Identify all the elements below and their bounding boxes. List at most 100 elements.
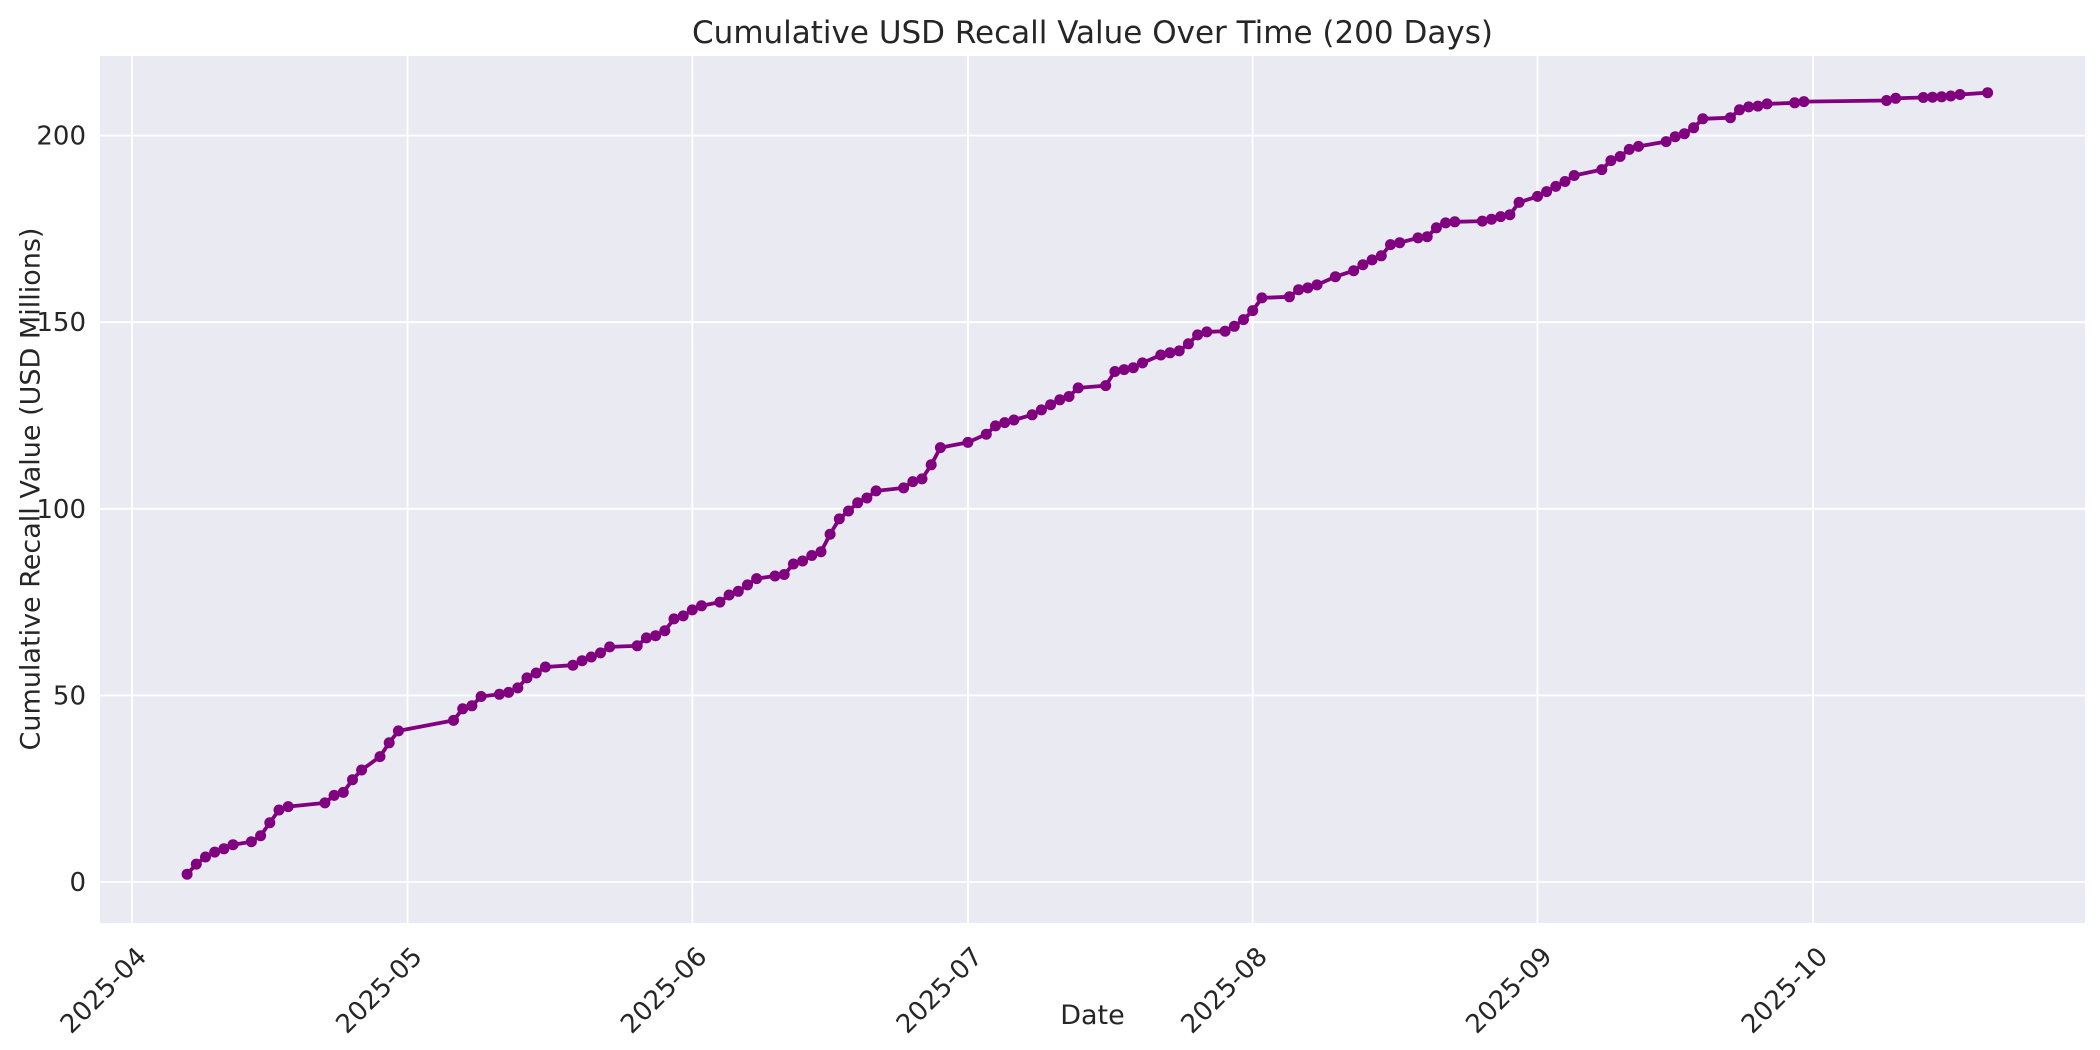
data-point xyxy=(1476,215,1488,227)
data-point xyxy=(1192,329,1204,341)
data-point xyxy=(1137,357,1148,369)
data-point xyxy=(1798,96,1810,108)
data-point xyxy=(383,737,395,749)
data-point xyxy=(475,691,487,702)
data-point xyxy=(907,476,919,488)
data-point xyxy=(1219,325,1231,337)
data-point xyxy=(1495,211,1507,223)
y-tick-label: 50 xyxy=(53,681,86,711)
data-point xyxy=(1752,100,1764,112)
data-point xyxy=(1605,155,1617,167)
data-point xyxy=(530,667,542,679)
data-point xyxy=(1127,362,1139,374)
data-point xyxy=(861,492,873,504)
data-point xyxy=(1743,101,1755,113)
data-point xyxy=(1881,95,1892,106)
data-point xyxy=(1201,326,1213,338)
data-point xyxy=(209,846,221,858)
data-point xyxy=(833,513,845,525)
data-point xyxy=(1761,98,1773,110)
data-point xyxy=(640,632,652,644)
data-point xyxy=(1072,382,1084,394)
chart-title: Cumulative USD Recall Value Over Time (2… xyxy=(692,15,1493,51)
data-point xyxy=(1550,180,1562,192)
data-point xyxy=(200,851,211,863)
data-point xyxy=(503,686,515,698)
data-point xyxy=(1045,399,1057,411)
data-point xyxy=(1568,170,1580,181)
data-point xyxy=(1688,122,1700,134)
data-point xyxy=(1449,216,1461,228)
data-point xyxy=(1724,112,1736,124)
data-point xyxy=(466,700,478,712)
data-point xyxy=(696,600,707,612)
data-point xyxy=(1697,113,1709,125)
data-point xyxy=(1633,140,1644,152)
data-point xyxy=(806,550,818,561)
data-point xyxy=(1357,259,1369,271)
data-point xyxy=(1430,222,1442,234)
data-point xyxy=(1283,291,1295,303)
data-point xyxy=(1486,213,1497,225)
data-point xyxy=(925,459,937,471)
y-axis-label: Cumulative Recall Value (USD Millions) xyxy=(15,227,47,751)
data-point xyxy=(1614,151,1626,162)
data-point xyxy=(742,579,753,591)
data-point xyxy=(1734,104,1745,116)
data-point xyxy=(723,589,735,601)
data-point xyxy=(255,830,267,842)
data-point xyxy=(824,528,836,540)
data-point xyxy=(539,661,551,673)
data-point xyxy=(990,420,1001,432)
data-point xyxy=(190,858,202,870)
data-point xyxy=(493,688,505,700)
data-point xyxy=(1348,265,1360,277)
data-point xyxy=(1008,414,1020,426)
data-point xyxy=(1936,91,1948,103)
data-point xyxy=(512,682,524,694)
data-point xyxy=(264,817,276,829)
data-point xyxy=(934,442,946,454)
data-point xyxy=(1623,143,1635,155)
data-point xyxy=(1927,91,1938,103)
data-point xyxy=(778,569,790,580)
data-point xyxy=(1054,394,1066,406)
x-axis-label: Date xyxy=(1060,1000,1125,1031)
data-point xyxy=(1412,232,1424,244)
data-point xyxy=(521,672,533,684)
data-point xyxy=(1596,164,1608,176)
data-point xyxy=(1302,282,1314,294)
data-point xyxy=(677,610,689,622)
data-point xyxy=(815,546,827,558)
data-point xyxy=(916,473,928,485)
data-point xyxy=(567,659,579,671)
data-point xyxy=(1982,87,1994,99)
y-tick-label: 150 xyxy=(36,308,86,338)
data-point xyxy=(245,836,257,848)
data-point xyxy=(585,651,597,663)
data-point xyxy=(1532,190,1543,202)
data-point xyxy=(356,764,368,776)
data-point xyxy=(980,428,992,440)
data-point xyxy=(870,485,882,497)
data-point xyxy=(1394,237,1406,249)
data-point xyxy=(962,436,974,448)
data-point xyxy=(1100,380,1112,392)
data-point xyxy=(1559,176,1571,187)
data-point xyxy=(769,570,781,582)
data-point xyxy=(1247,305,1259,317)
data-point xyxy=(1917,92,1929,103)
data-point xyxy=(787,558,799,570)
y-tick-label: 100 xyxy=(36,495,86,525)
data-point xyxy=(218,843,230,855)
data-point xyxy=(1660,136,1672,148)
data-point xyxy=(1063,391,1075,402)
data-point xyxy=(1945,90,1957,102)
data-point xyxy=(686,604,698,616)
data-point xyxy=(659,625,671,637)
data-point xyxy=(1026,409,1038,421)
data-point xyxy=(328,789,340,801)
data-point xyxy=(668,613,680,625)
data-point xyxy=(604,641,616,653)
